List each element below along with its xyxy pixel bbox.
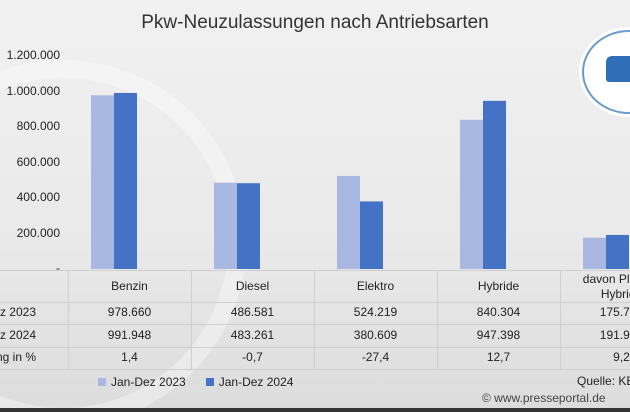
y-tick-label: - bbox=[56, 261, 60, 275]
bar-hybride-2023 bbox=[460, 119, 483, 269]
table-cell: 486.581 bbox=[230, 305, 275, 319]
table-cell: 12,7 bbox=[486, 350, 511, 364]
watermark-text: © www.presseportal.de bbox=[482, 391, 606, 405]
table-cell: 840.304 bbox=[476, 305, 521, 319]
table-gridline bbox=[191, 270, 192, 369]
bar-benzin-2024 bbox=[114, 92, 137, 269]
table-gridline bbox=[0, 302, 630, 303]
bar-elektro-2023 bbox=[337, 175, 360, 269]
table-gridline bbox=[0, 369, 630, 370]
table-cell: -0,7 bbox=[242, 350, 263, 364]
category-label: davon Plug-in- bbox=[582, 272, 630, 286]
category-label: Benzin bbox=[111, 279, 148, 293]
bar-diesel-2023 bbox=[214, 182, 237, 269]
bar-benzin-2023 bbox=[91, 95, 114, 270]
y-tick-label: 1.000.000 bbox=[6, 83, 60, 98]
category-label: Hybride bbox=[477, 279, 520, 293]
bar-diesel-2024 bbox=[237, 183, 260, 269]
row-label: Veränderung in % bbox=[0, 350, 36, 364]
bar-elektro-2024 bbox=[360, 201, 383, 269]
source-label: Quelle: KBA bbox=[577, 374, 630, 388]
table-cell: -27,4 bbox=[361, 350, 390, 364]
legend-swatch-2023 bbox=[98, 378, 106, 386]
chart-title: Pkw-Neuzulassungen nach Antriebsarten bbox=[141, 12, 489, 33]
table-gridline bbox=[68, 270, 69, 369]
table-gridline bbox=[314, 270, 315, 369]
category-label: Diesel bbox=[235, 279, 270, 293]
legend-label-2023: Jan-Dez 2023 bbox=[111, 375, 186, 389]
table-gridline bbox=[0, 347, 630, 348]
row-label: Jan-Dez 2023 bbox=[0, 305, 36, 319]
row-label: Jan-Dez 2024 bbox=[0, 327, 36, 342]
table-cell: 524.219 bbox=[353, 305, 398, 319]
table-cell: 1,4 bbox=[121, 350, 138, 364]
table-cell: 9,2 bbox=[613, 350, 630, 364]
legend-swatch-2024 bbox=[205, 378, 214, 386]
table-cell: 191.905 bbox=[599, 327, 630, 342]
bar-hybride-2024 bbox=[483, 100, 506, 269]
table-gridline bbox=[560, 270, 561, 369]
table-cell: 175.724 bbox=[599, 305, 630, 319]
table-gridline bbox=[437, 270, 438, 369]
table-cell: 380.609 bbox=[353, 327, 398, 342]
bar-davon-plug-in-hybride-2023 bbox=[583, 237, 606, 269]
table-gridline bbox=[0, 324, 630, 325]
legend: Jan-Dez 2023 Jan-Dez 2024 bbox=[98, 375, 293, 389]
table-gridline bbox=[0, 270, 630, 271]
bar-davon-plug-in-hybride-2024 bbox=[606, 234, 629, 269]
table-cell: 947.398 bbox=[476, 327, 521, 342]
table-cell: 991.948 bbox=[107, 327, 152, 342]
category-label: Hybride bbox=[600, 287, 630, 301]
table-cell: 978.660 bbox=[107, 305, 152, 319]
y-tick-label: 400.000 bbox=[16, 190, 60, 204]
y-tick-label: 800.000 bbox=[16, 119, 60, 133]
legend-label-2024: Jan-Dez 2024 bbox=[218, 375, 294, 389]
y-tick-label: 1.200.000 bbox=[6, 48, 60, 62]
table-cell: 483.261 bbox=[230, 327, 275, 342]
y-tick-label: 600.000 bbox=[16, 154, 60, 169]
category-label: Elektro bbox=[356, 279, 395, 293]
y-tick-label: 200.000 bbox=[16, 225, 60, 240]
bottom-border bbox=[0, 408, 630, 412]
